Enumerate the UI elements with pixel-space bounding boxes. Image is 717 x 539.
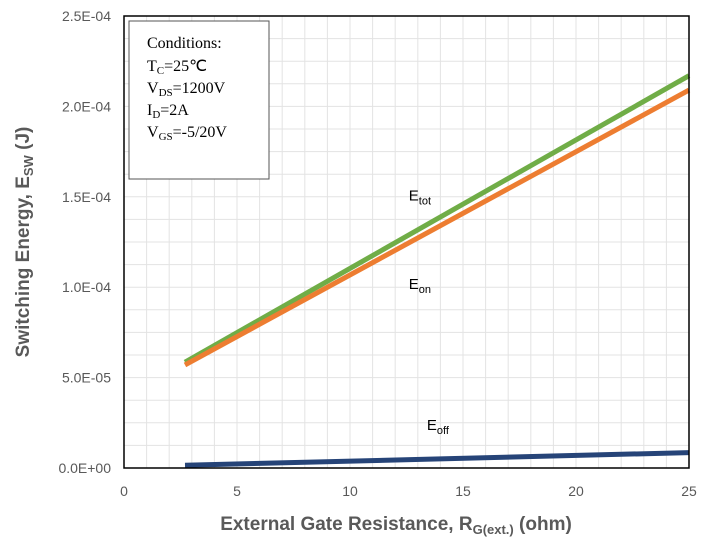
series-line-tot [183,73,691,365]
plot-area-frame [123,15,690,469]
y-axis-title: Switching Energy, ESW (J) [13,127,36,358]
y-tick-label: 2.0E-04 [62,98,111,114]
x-axis-title-suffix: (ohm) [514,514,572,535]
y-tick-label: 0.0E+00 [58,460,111,476]
x-axis-title-main: External Gate Resistance, R [220,514,473,535]
x-axis-title: External Gate Resistance, RG(ext.) (ohm) [220,514,572,537]
series-layer [183,73,691,468]
y-tick-label: 2.5E-04 [62,8,111,24]
x-tick-label: 0 [120,483,128,499]
conditions-box: Conditions: TC=25℃ VDS=1200V ID=2A VGS=-5/2… [128,20,270,180]
condition-line: TC=25℃ [147,58,207,77]
conditions-box-frame [128,20,270,180]
x-tick-label: 15 [455,483,471,499]
series-label-off: Eoff [427,417,450,437]
x-tick-label: 20 [568,483,584,499]
x-tick-label: 25 [681,483,697,499]
series-line-off [184,450,690,468]
y-axis-title-sub: SW [21,154,36,176]
x-axis-title-sub: G(ext.) [473,522,514,537]
y-axis-title-main: Switching Energy, E [13,176,34,357]
condition-line: VGS=-5/20V [147,124,227,143]
y-axis-title-suffix: (J) [13,127,34,156]
series-label-on: Eon [409,276,431,296]
y-tick-label: 1.0E-04 [62,279,111,295]
x-tick-label: 5 [233,483,241,499]
x-tick-label: 10 [342,483,358,499]
y-tick-label: 1.5E-04 [62,189,111,205]
conditions-title: Conditions: [147,35,222,52]
condition-line: ID=2A [147,102,189,121]
condition-line: VDS=1200V [147,80,226,99]
series-line-on [183,87,691,368]
tick-layer: 0 5 10 15 20 25 0.0E+00 5.0E-05 1.0E-04 1.5E-04 2.… [58,8,697,499]
grid-layer [124,16,689,468]
series-label-tot: Etot [409,187,431,207]
label-layer: Etot Eon Eoff [409,187,450,437]
conditions-lines: TC=25℃ VDS=1200V ID=2A VGS=-5/20V [147,58,227,143]
y-tick-label: 5.0E-05 [62,370,111,386]
